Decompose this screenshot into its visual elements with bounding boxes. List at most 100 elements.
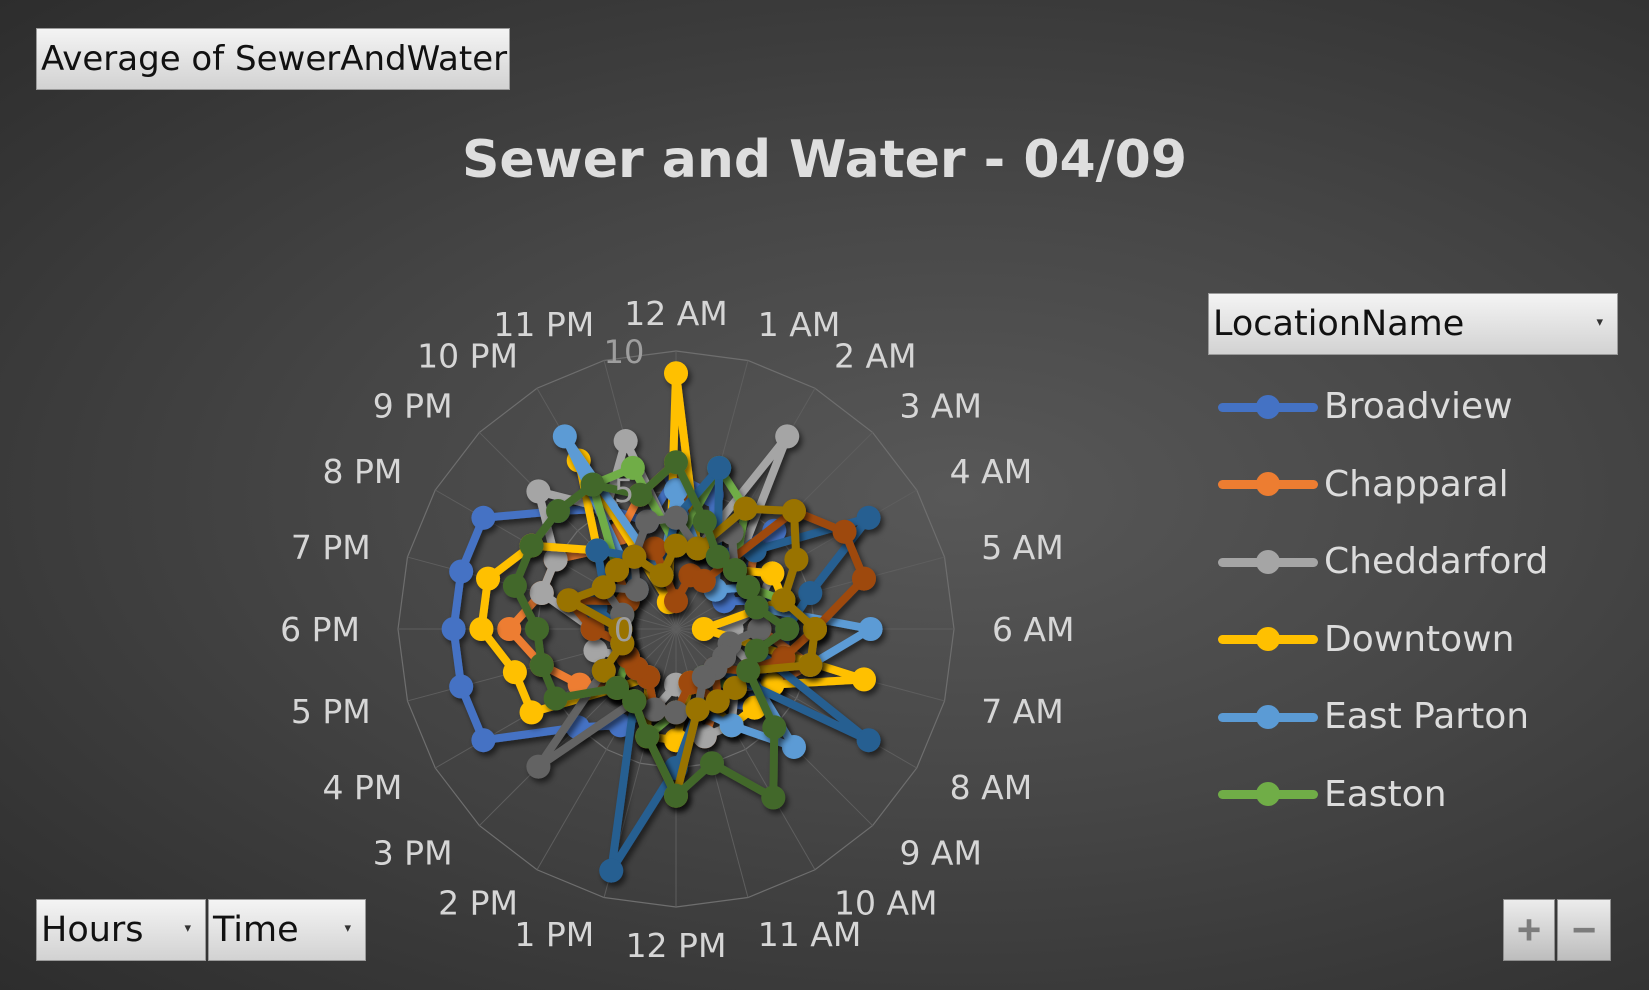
legend-marker (1256, 782, 1280, 807)
data-point (642, 536, 667, 561)
data-point (519, 533, 544, 558)
category-label: 12 AM (624, 294, 728, 333)
data-point (705, 544, 730, 569)
data-point (803, 617, 827, 641)
data-point (692, 509, 717, 534)
legend-item-broadview: Broadview (1218, 368, 1548, 446)
data-point (471, 728, 496, 753)
legend-marker (1256, 394, 1280, 419)
data-point (691, 617, 716, 641)
data-point (502, 573, 527, 598)
data-point (781, 499, 806, 524)
data-point (699, 751, 724, 776)
data-point (469, 617, 494, 641)
dropdown-arrow-icon[interactable]: ▾ (1596, 315, 1603, 330)
category-label: 9 AM (899, 833, 982, 872)
data-point (781, 734, 806, 759)
legend-marker (1256, 704, 1280, 729)
data-point (685, 536, 710, 561)
data-point (747, 617, 772, 641)
category-label: 7 AM (981, 692, 1064, 731)
data-point (526, 479, 551, 504)
time-field-button[interactable]: Time ▾ (208, 899, 366, 961)
legend-item-east-parton: East Parton (1218, 678, 1548, 756)
category-label: 3 AM (899, 387, 982, 426)
data-point (622, 544, 647, 569)
legend-marker (1256, 549, 1280, 574)
data-point (624, 577, 649, 602)
dropdown-arrow-icon[interactable]: ▾ (344, 921, 351, 936)
data-point (635, 724, 660, 749)
data-point (591, 658, 616, 683)
data-point (552, 424, 577, 449)
data-point (613, 429, 638, 454)
data-point (608, 617, 633, 641)
legend-label: Chapparal (1324, 463, 1509, 505)
data-point (760, 561, 785, 586)
data-point (583, 638, 608, 663)
data-point (664, 478, 688, 502)
data-point (471, 505, 496, 530)
data-point (664, 361, 688, 386)
legend-swatch (1218, 472, 1318, 497)
data-point (525, 617, 549, 641)
data-point (476, 566, 501, 591)
category-label: 4 AM (950, 452, 1033, 491)
data-point (798, 652, 823, 677)
category-label: 11 AM (758, 915, 862, 954)
data-point (529, 652, 554, 677)
zoom-out-button[interactable]: − (1557, 899, 1611, 961)
data-point (622, 689, 647, 714)
data-point (761, 785, 786, 810)
category-label: 10 PM (417, 336, 518, 375)
data-point (580, 472, 605, 497)
value-field-button[interactable]: Average of SewerAndWater (36, 28, 510, 90)
minus-icon: − (1571, 906, 1597, 953)
category-label: 9 PM (373, 387, 453, 426)
data-point (736, 658, 761, 683)
zoom-in-button[interactable]: + (1503, 899, 1555, 961)
legend-label: Downtown (1324, 618, 1515, 660)
category-label: 12 PM (626, 926, 727, 965)
data-point (664, 700, 688, 725)
data-point (851, 566, 876, 591)
data-point (719, 713, 744, 738)
data-point (620, 455, 645, 480)
data-point (599, 858, 624, 883)
legend-swatch (1218, 782, 1318, 807)
data-point (744, 638, 769, 663)
radial-tick-label: 10 (604, 333, 645, 371)
chart-legend: Broadview Chapparal Cheddarford Downtown Eas… (1218, 368, 1548, 833)
radial-tick-label: 5 (614, 472, 634, 510)
data-point (664, 533, 688, 558)
legend-marker (1256, 472, 1280, 497)
data-point (707, 455, 732, 480)
dropdown-arrow-icon[interactable]: ▾ (184, 921, 191, 936)
category-label: 3 PM (373, 833, 453, 872)
data-point (543, 686, 568, 711)
data-point (664, 783, 688, 808)
data-point (556, 588, 581, 613)
data-point (798, 581, 823, 606)
data-point (635, 509, 660, 534)
legend-swatch (1218, 549, 1318, 574)
data-point (691, 665, 716, 690)
data-point (692, 724, 717, 749)
legend-item-cheddarford: Cheddarford (1218, 523, 1548, 601)
data-point (736, 575, 761, 600)
radar-series (441, 361, 883, 883)
data-point (733, 496, 758, 521)
legend-label: Broadview (1324, 386, 1513, 428)
data-point (649, 563, 674, 588)
data-point (543, 547, 568, 572)
data-point (664, 450, 688, 475)
data-point (526, 754, 551, 779)
data-point (605, 558, 630, 583)
data-point (771, 588, 796, 613)
hours-field-button[interactable]: Hours ▾ (36, 899, 206, 961)
data-point (591, 575, 616, 600)
data-point (502, 660, 527, 685)
location-name-field-button[interactable]: LocationName ▾ (1208, 293, 1618, 355)
plus-icon: + (1516, 906, 1542, 953)
